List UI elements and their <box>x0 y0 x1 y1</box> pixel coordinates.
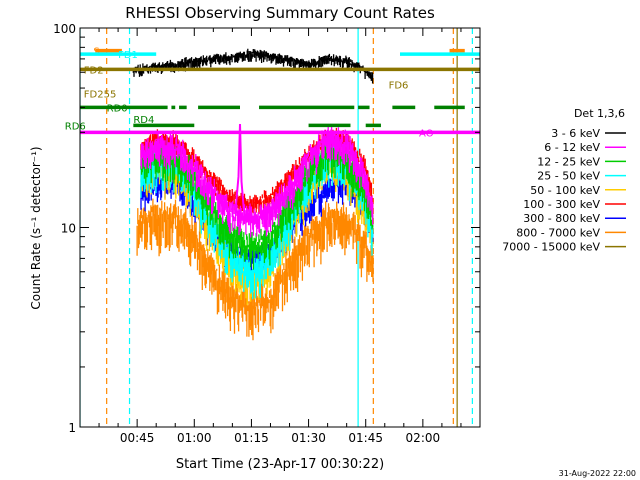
series-layer <box>80 48 480 341</box>
legend-6-12-kev-label: 6 - 12 keV <box>544 141 600 154</box>
y-tick-label-10: 10 <box>61 222 76 236</box>
y-tick-label-1: 1 <box>68 421 76 435</box>
flag-lines: S FD1 FD2 FD255 RD0 RD4 RD6 FD6 AO <box>65 47 480 139</box>
y-tick-label-100: 100 <box>53 22 76 36</box>
flag-fd255-label: FD255 <box>84 89 117 100</box>
flag-ao-label: AO <box>419 128 434 139</box>
series-800-7000-kev <box>136 198 374 341</box>
chart-title: RHESSI Observing Summary Count Rates <box>125 4 435 22</box>
x-tick-label-01-15: 01:15 <box>234 431 269 445</box>
legend-25-50-kev-label: 25 - 50 keV <box>537 170 600 183</box>
flag-rd0-label: RD0 <box>107 103 128 114</box>
flare-spike <box>235 124 245 212</box>
flag-s-label: S <box>93 47 99 58</box>
y-axis-label: Count Rate (s⁻¹ detector⁻¹) <box>29 146 43 309</box>
flag-rd4-label: RD4 <box>133 115 154 126</box>
legend-12-25-kev-label: 12 - 25 keV <box>537 155 600 168</box>
x-tick-label-00-45: 00:45 <box>120 431 155 445</box>
legend-300-800-kev-label: 300 - 800 keV <box>523 212 600 225</box>
flag-fd6-label: FD6 <box>389 81 409 92</box>
x-tick-label-01-30: 01:30 <box>291 431 326 445</box>
legend-100-300-kev-label: 100 - 300 keV <box>523 198 600 211</box>
series-6-12-kev <box>140 124 374 238</box>
legend-800-7000-kev-label: 800 - 7000 keV <box>516 226 600 239</box>
flag-rd6-label: RD6 <box>65 121 86 132</box>
flag-fd2-label: FD2 <box>84 65 104 76</box>
x-axis-label: Start Time (23-Apr-17 00:30:22) <box>176 457 384 472</box>
legend-7000-15000-kev-label: 7000 - 15000 keV <box>502 241 600 254</box>
x-tick-label-01-00: 01:00 <box>177 431 212 445</box>
axes: 00:45 01:00 01:15 01:30 01:45 02:00 1 10 100 <box>53 22 480 445</box>
x-tick-label-01-45: 01:45 <box>348 431 383 445</box>
legend-50-100-kev-label: 50 - 100 keV <box>530 184 600 197</box>
legend-3-6-kev-label: 3 - 6 keV <box>551 127 600 140</box>
legend-title: Det 1,3,6 <box>574 107 625 120</box>
flag-fd1-label: FD1 <box>118 50 138 61</box>
x-tick-label-02-00: 02:00 <box>406 431 441 445</box>
timestamp: 31-Aug-2022 22:00 <box>559 469 636 478</box>
